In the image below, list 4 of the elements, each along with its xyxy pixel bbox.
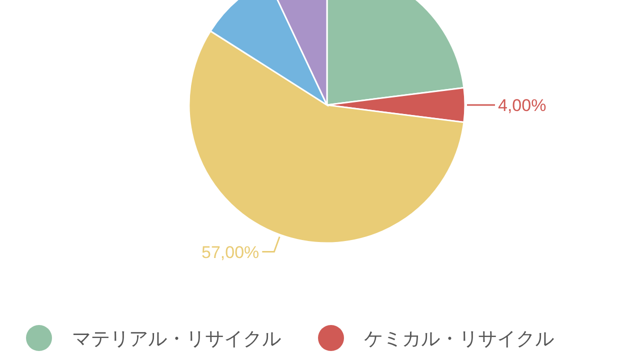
data-label: 4,00% — [498, 96, 546, 115]
legend-label: マテリアル・リサイクル — [72, 329, 281, 350]
data-label: 57,00% — [201, 242, 260, 262]
legend-label: ケミカル・リサイクル — [364, 329, 554, 350]
